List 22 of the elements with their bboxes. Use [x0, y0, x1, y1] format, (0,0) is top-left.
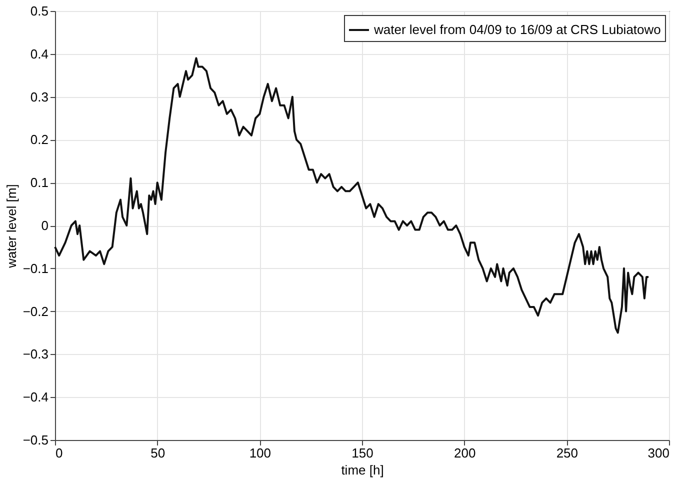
y-tick-label: −0.1 — [22, 260, 48, 276]
y-tick-label: 0.2 — [30, 132, 48, 148]
y-tick-label: −0.3 — [22, 346, 48, 362]
y-tick-label: 0.1 — [30, 175, 48, 190]
y-axis-title: water level [m] — [4, 184, 19, 269]
x-tick-label: 0 — [56, 446, 63, 460]
x-tick-label: 200 — [454, 446, 476, 460]
x-axis-title: time [h] — [341, 462, 384, 478]
y-tick-label: −0.2 — [22, 304, 48, 319]
y-tick-label: −0.5 — [22, 432, 48, 448]
legend-label: water level from 04/09 to 16/09 at CRS Lubiatowo — [373, 22, 661, 37]
y-tick-label: 0.4 — [30, 46, 48, 62]
y-tick-label: 0 — [41, 218, 48, 233]
x-tick-label: 250 — [556, 446, 578, 460]
x-tick-label: 50 — [150, 446, 166, 460]
y-tick-label: 0.5 — [30, 4, 48, 18]
y-tick-label: −0.4 — [22, 390, 48, 405]
line-series — [54, 57, 650, 334]
x-tick-label: 150 — [352, 446, 374, 460]
x-tick-label: 300 — [648, 446, 670, 460]
x-tick-label: 100 — [249, 446, 272, 460]
y-tick-label: 0.3 — [30, 89, 48, 104]
